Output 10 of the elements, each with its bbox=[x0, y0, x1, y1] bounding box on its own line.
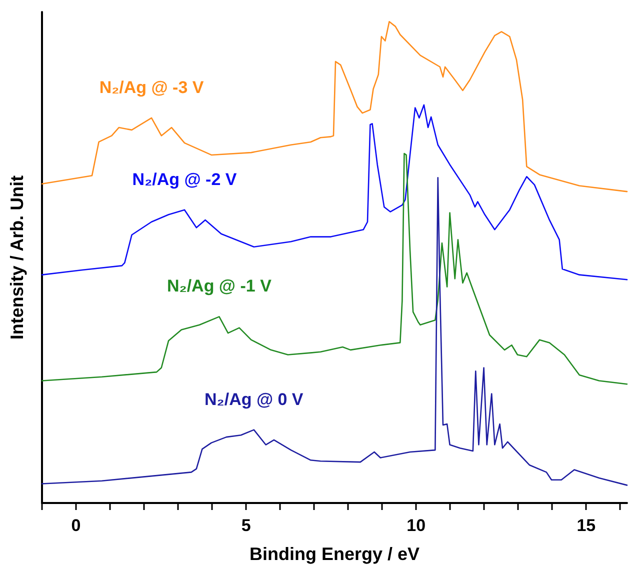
x-axis-title: Binding Energy / eV bbox=[249, 544, 420, 564]
series-label: N₂/Ag @ -2 V bbox=[132, 170, 238, 189]
x-tick-label: 5 bbox=[241, 516, 251, 535]
y-axis-title: Intensity / Arb. Unit bbox=[7, 175, 27, 340]
series-label: N₂/Ag @ 0 V bbox=[204, 390, 304, 409]
x-tick-label: 10 bbox=[406, 516, 426, 535]
series-label: N₂/Ag @ -3 V bbox=[99, 78, 204, 97]
x-tick-label: 0 bbox=[71, 516, 81, 535]
x-tick-label: 15 bbox=[576, 516, 596, 535]
series-label: N₂/Ag @ -1 V bbox=[166, 276, 272, 296]
